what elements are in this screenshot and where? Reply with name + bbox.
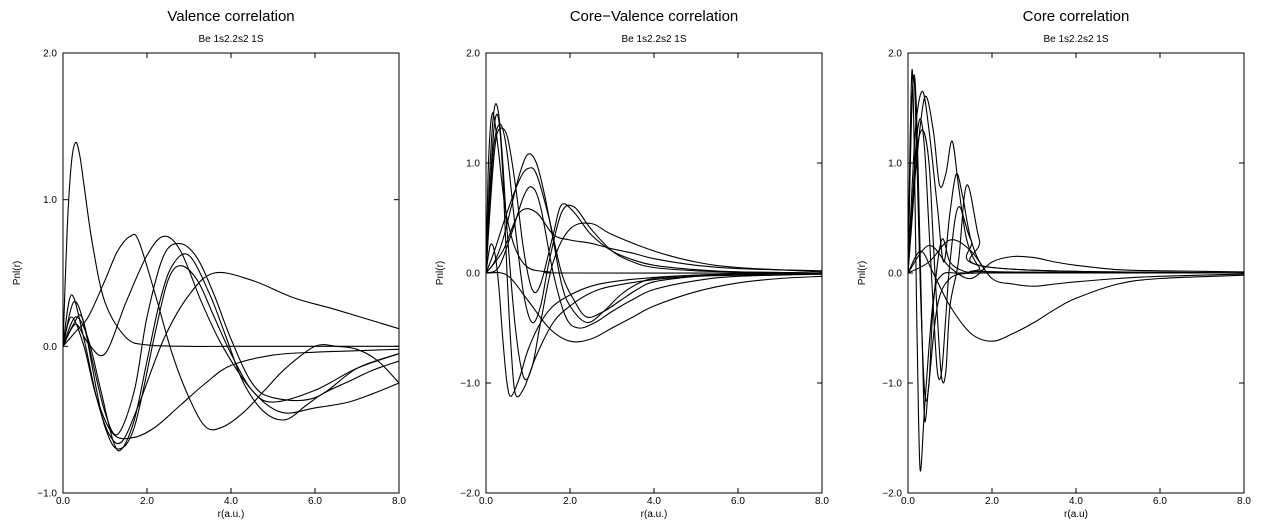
- series-line-2: [63, 316, 399, 440]
- x-tick-label: 8.0: [1237, 496, 1251, 507]
- y-tick-label: 0.0: [466, 269, 480, 280]
- series-line-5: [63, 243, 399, 436]
- series-line-7: [486, 153, 822, 324]
- core-panel: Core correlation Be 1s2.2s2 1S 0.0 2.0 4.0 6.…: [857, 8, 1251, 520]
- series-line-6: [63, 253, 399, 452]
- series-line-2: [486, 113, 822, 398]
- series-line-10: [908, 239, 1244, 287]
- valence-panel: Valence correlation Be 1s2.2s2 1S 0.0 2.0 4.…: [12, 8, 406, 520]
- y-tick-label: 0.0: [43, 342, 57, 353]
- x-tick-label: 0.0: [901, 496, 915, 507]
- x-tick-label: 0.0: [479, 496, 493, 507]
- chart-subtitle: Be 1s2.2s2 1S: [198, 34, 263, 45]
- plot-frame: [62, 52, 400, 494]
- chart-subtitle: Be 1s2.2s2 1S: [621, 34, 686, 45]
- x-tick-label: 2.0: [563, 496, 577, 507]
- x-tick-label: 6.0: [1153, 496, 1167, 507]
- series-line-8: [908, 250, 1244, 342]
- y-axis-label: Pnl(r): [435, 261, 446, 285]
- chart-title: Core correlation: [1023, 8, 1130, 25]
- series-line-3: [486, 243, 822, 397]
- x-tick-label: 8.0: [815, 496, 829, 507]
- x-axis-label: r(a.u.): [641, 509, 668, 520]
- series-line-5: [486, 123, 822, 324]
- x-axis-label: r(a.u): [1064, 509, 1088, 520]
- series-line-4: [908, 118, 1244, 381]
- series-line-7: [908, 129, 1244, 384]
- series-line-3: [908, 77, 1244, 402]
- y-tick-label: 1.0: [888, 159, 902, 170]
- x-tick-label: 8.0: [392, 496, 406, 507]
- chart-subtitle: Be 1s2.2s2 1S: [1043, 34, 1108, 45]
- x-tick-label: 4.0: [224, 496, 238, 507]
- series-line-4: [63, 265, 399, 450]
- y-tick-label: −2.0: [460, 489, 480, 500]
- x-tick-label: 6.0: [731, 496, 745, 507]
- series-line-3: [63, 271, 399, 445]
- y-tick-label: −1.0: [882, 379, 902, 390]
- y-tick-label: 2.0: [43, 49, 57, 60]
- x-tick-label: 4.0: [1069, 496, 1083, 507]
- x-tick-label: 0.0: [56, 496, 70, 507]
- y-tick-label: 1.0: [466, 159, 480, 170]
- chart-title: Core−Valence correlation: [570, 8, 739, 25]
- core-valence-panel: Core−Valence correlation Be 1s2.2s2 1S 0.0…: [435, 8, 829, 520]
- series-line-6: [908, 95, 1244, 274]
- x-tick-label: 2.0: [140, 496, 154, 507]
- x-axis-label: r(a.u.): [218, 509, 245, 520]
- series-line-9: [486, 186, 822, 329]
- x-tick-label: 4.0: [647, 496, 661, 507]
- x-tick-label: 2.0: [985, 496, 999, 507]
- y-tick-label: −2.0: [882, 489, 902, 500]
- series-group: [486, 103, 822, 398]
- series-group: [63, 141, 399, 452]
- series-line-8: [486, 167, 822, 318]
- series-line-11: [486, 208, 822, 274]
- series-line-10: [486, 271, 822, 343]
- series-line-4: [486, 103, 822, 381]
- y-axis-label: Pnl(r): [12, 261, 23, 285]
- y-tick-label: −1.0: [460, 379, 480, 390]
- series-line-1: [63, 141, 399, 347]
- series-line-7: [63, 233, 399, 431]
- series-line-9: [908, 244, 1244, 280]
- y-axis-label: Pnl(r): [857, 261, 868, 285]
- y-tick-label: 0.0: [888, 269, 902, 280]
- series-line-1: [908, 74, 1244, 423]
- chart-title: Valence correlation: [167, 8, 294, 25]
- x-tick-label: 6.0: [308, 496, 322, 507]
- series-line-8: [63, 235, 399, 414]
- y-tick-label: −1.0: [37, 489, 57, 500]
- series-group: [908, 68, 1244, 472]
- series-line-2: [908, 68, 1244, 472]
- y-tick-label: 1.0: [43, 195, 57, 206]
- y-tick-label: 2.0: [466, 49, 480, 60]
- y-tick-label: 2.0: [888, 49, 902, 60]
